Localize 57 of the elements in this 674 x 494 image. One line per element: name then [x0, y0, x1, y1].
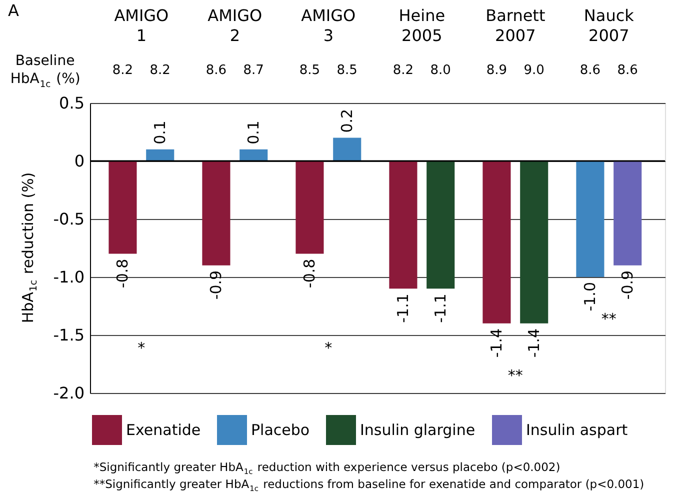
- data-label: -0.9: [618, 270, 637, 300]
- text: 8.0: [430, 63, 451, 78]
- legend-label: Insulin aspart: [526, 421, 628, 439]
- text: 8.5: [299, 63, 320, 78]
- text: 8.6: [580, 63, 601, 78]
- x-tick-label: AMIGO 1: [114, 6, 169, 45]
- data-label: -1.1: [394, 294, 412, 323]
- data-label: 0.2: [338, 108, 356, 133]
- y-tick-label: 0: [74, 152, 84, 170]
- bar: [202, 161, 230, 266]
- annotation: *: [138, 339, 146, 358]
- data-label: -0.8: [114, 258, 132, 288]
- y-tick-label: -1.0: [53, 268, 84, 286]
- bar: [614, 161, 642, 266]
- text: 9.0: [524, 63, 544, 78]
- x-tick-label: Barnett 2007: [486, 6, 546, 45]
- x-tick-label: Heine 2005: [398, 6, 446, 45]
- bar: [426, 161, 455, 289]
- data-label: -0.8: [300, 258, 319, 288]
- bar: [146, 149, 174, 161]
- bar: [333, 138, 362, 161]
- y-tick-label: -1.5: [53, 326, 84, 344]
- x-tick-label: AMIGO 2: [208, 6, 262, 45]
- text: 8.2: [392, 63, 414, 78]
- text: 8.2: [150, 63, 170, 78]
- x-tick-label: Nauck 2007: [584, 6, 635, 45]
- data-label: -1.4: [488, 328, 506, 358]
- data-label: -1.0: [581, 282, 600, 312]
- y-tick-label: -2.0: [53, 384, 84, 402]
- text: 8.2: [112, 63, 134, 78]
- bar: [389, 161, 418, 289]
- text: 8.7: [243, 63, 264, 78]
- data-label: -0.9: [207, 270, 226, 300]
- legend-label: Insulin glargine: [360, 421, 476, 439]
- annotation: *: [324, 339, 333, 358]
- annotation: **: [601, 310, 617, 328]
- chart-title: A: [8, 1, 19, 20]
- legend-label: Exenatide: [126, 421, 201, 439]
- data-label: 0.1: [244, 120, 263, 144]
- text: 8.6: [617, 63, 638, 78]
- text: 8.9: [486, 63, 508, 78]
- text: 8.6: [206, 63, 227, 78]
- annotation: **: [508, 366, 524, 385]
- data-label: -1.1: [432, 294, 450, 323]
- bar: [296, 161, 324, 254]
- data-label: -1.4: [525, 328, 544, 358]
- y-tick-label: 0.5: [59, 94, 84, 112]
- bar: [240, 149, 268, 161]
- y-axis-title: HbA1c reduction (%): [19, 172, 40, 324]
- y-tick-label: -0.5: [53, 210, 84, 228]
- bar: [108, 161, 137, 254]
- text: 8.5: [336, 63, 358, 78]
- bar: [482, 161, 511, 324]
- data-label: 0.1: [151, 120, 170, 144]
- legend-label: Placebo: [251, 421, 310, 439]
- x-tick-label: AMIGO 3: [301, 6, 356, 45]
- bar: [520, 161, 548, 324]
